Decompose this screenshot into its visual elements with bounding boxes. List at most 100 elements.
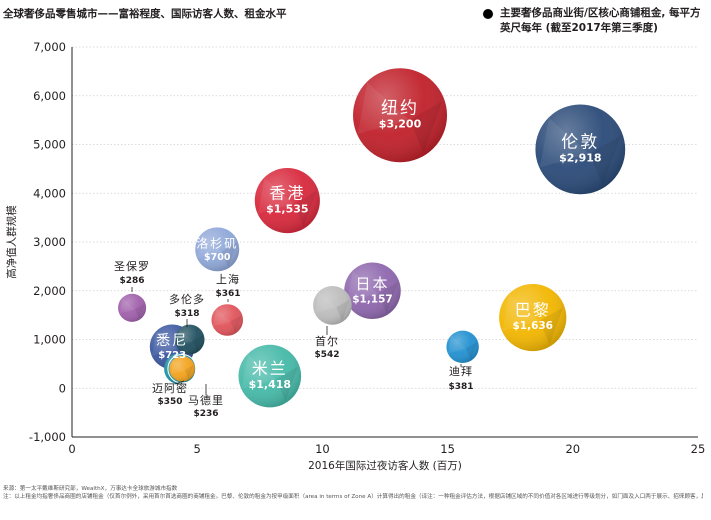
bubble-facet <box>176 329 193 346</box>
y-tick-label: 0 <box>59 381 66 395</box>
bubble-shading <box>211 304 244 336</box>
x-tick-label: 0 <box>68 442 75 456</box>
bubble-facet <box>119 297 135 314</box>
bubble-shading <box>344 262 401 320</box>
footnote-source: 来源：第一太平戴维斯研究部，WealthX，万事达卡全球旅游城市指数 <box>3 486 178 492</box>
y-tick-label: 6,000 <box>33 89 66 103</box>
bubble-上海 <box>211 304 244 336</box>
y-tick-label: 4,000 <box>33 186 66 200</box>
bubble-香港 <box>254 168 320 234</box>
x-tick-label: 5 <box>194 442 201 456</box>
bubble-facet <box>258 177 294 214</box>
bubble-shading <box>195 227 240 272</box>
bubble-shading <box>446 330 479 364</box>
bubble-日本 <box>344 262 401 320</box>
bubble-facet <box>315 291 337 314</box>
bubble-facet <box>184 364 194 379</box>
bubble-facet <box>170 359 185 374</box>
bubble-facet <box>539 307 563 345</box>
bubble-rent-label: $723 <box>158 350 186 361</box>
bubble-rent-label: $2,918 <box>559 151 601 164</box>
legend-label: 主要奢侈品商业街/区核心商铺租金, 每平方英尺每年 (截至2017年第三季度) <box>500 7 701 34</box>
bubble-facet <box>539 117 590 168</box>
bubble-facet <box>465 341 478 360</box>
bubble-rent-label: $361 <box>215 289 240 299</box>
y-tick-label: -1,000 <box>29 430 66 444</box>
x-tick-label: 20 <box>565 442 580 456</box>
bubble-name-label: 迈阿密 <box>152 381 188 395</box>
bubble-outline <box>167 353 197 384</box>
bubble-rent-label: $1,636 <box>512 320 553 332</box>
bubble-多伦多 <box>174 324 205 355</box>
bubble-facet <box>357 82 410 135</box>
bubble-facet <box>230 315 242 333</box>
bubble-马德里 <box>169 355 195 382</box>
bubble-rent-label: $350 <box>157 397 182 407</box>
bubble-name-label: 米兰 <box>252 359 288 378</box>
chart-title: 全球奢侈品零售城市——富裕程度、国际访客人数、租金水平 <box>3 8 287 20</box>
bubble-name-label: 日本 <box>355 275 389 293</box>
bubble-name-label: 香港 <box>269 184 305 203</box>
bubble-facet <box>241 354 277 389</box>
bubble-伦敦 <box>535 104 626 195</box>
bubble-facet <box>347 270 379 303</box>
bubble-facet <box>448 335 466 354</box>
bubble-巴黎 <box>499 283 567 352</box>
bubble-rent-label: $1,535 <box>266 203 308 216</box>
bubble-米兰 <box>238 344 302 408</box>
bubble-facet <box>152 331 177 356</box>
bubble-shading <box>535 104 626 195</box>
bubble-rent-label: $1,157 <box>352 293 393 305</box>
bubble-name-label: 迪拜 <box>449 365 473 378</box>
x-tick-label: 15 <box>440 442 455 456</box>
bubble-name-label: 首尔 <box>315 334 339 348</box>
bubble-facet <box>221 242 238 267</box>
bubble-shading <box>238 344 302 408</box>
bubble-shading <box>353 68 448 163</box>
bubble-圣保罗 <box>118 293 147 322</box>
x-tick-label: 25 <box>691 442 706 456</box>
bubble-shading <box>174 324 205 355</box>
legend-bubble-marker <box>483 9 493 19</box>
bubble-shading <box>169 355 195 382</box>
bubble-name-label: 悉尼 <box>156 333 188 349</box>
y-tick-label: 5,000 <box>33 138 66 152</box>
bubble-name-label: 洛杉矶 <box>196 235 238 250</box>
y-tick-label: 2,000 <box>33 284 66 298</box>
bubble-name-label: 多伦多 <box>169 292 205 306</box>
x-tick-label: 10 <box>315 442 330 456</box>
bubble-facet <box>213 308 231 327</box>
bubble-facet <box>589 135 621 186</box>
bubble-rent-label: $318 <box>174 309 199 319</box>
x-axis-title: 2016年国际过夜访客人数 (百万) <box>308 459 462 472</box>
bubble-name-label: 巴黎 <box>515 301 551 320</box>
y-tick-label: 1,000 <box>33 333 66 347</box>
leader-line <box>174 380 185 385</box>
bubble-facet <box>336 299 350 321</box>
y-tick-label: 7,000 <box>33 40 66 54</box>
bubble-rent-label: $1,418 <box>249 378 291 391</box>
bubble-rent-label: $700 <box>204 252 231 263</box>
bubble-name-label: 圣保罗 <box>114 259 150 273</box>
bubble-name-label: 上海 <box>216 272 240 286</box>
bubble-facet <box>502 294 540 332</box>
bubble-shading <box>313 286 352 325</box>
bubble-facet <box>378 282 398 314</box>
bubble-name-label: 纽约 <box>381 98 419 118</box>
bubble-洛杉矶 <box>195 227 240 272</box>
y-tick-label: 3,000 <box>33 235 66 249</box>
bubble-rent-label: $542 <box>314 350 339 360</box>
bubble-facet <box>409 101 443 153</box>
bubble-facet <box>276 366 298 402</box>
bubble-shading <box>254 168 320 234</box>
y-axis-title: 高净值人群规模 <box>5 205 18 279</box>
bubble-rent-label: $236 <box>193 409 218 419</box>
footnote-note: 注：以上租金均指奢侈品商圈的店铺租金（仅首尔例外，采用首尔首选商圈的商铺租金。巴… <box>3 494 703 500</box>
bubble-首尔 <box>313 286 352 325</box>
bubble-facet <box>192 335 204 352</box>
bubble-rent-label: $3,200 <box>379 117 422 130</box>
bubble-rent-label: $381 <box>448 382 473 392</box>
bubble-name-label: 伦敦 <box>561 132 599 152</box>
bubble-rent-label: $286 <box>119 276 144 286</box>
bubble-shading <box>499 283 567 352</box>
